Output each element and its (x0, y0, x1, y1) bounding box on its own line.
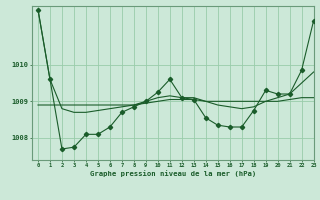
X-axis label: Graphe pression niveau de la mer (hPa): Graphe pression niveau de la mer (hPa) (90, 170, 256, 177)
